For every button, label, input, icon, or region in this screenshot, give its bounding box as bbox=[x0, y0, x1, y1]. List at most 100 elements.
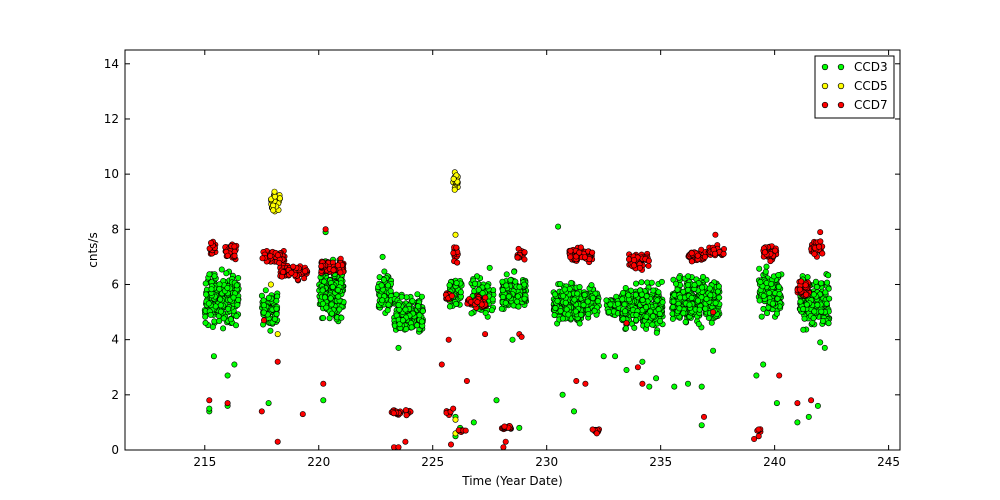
data-point-ccd7 bbox=[482, 331, 489, 338]
data-point-ccd3 bbox=[574, 290, 581, 297]
data-point-ccd3 bbox=[766, 289, 773, 296]
data-point-ccd3 bbox=[703, 296, 710, 303]
data-point-ccd3 bbox=[328, 301, 335, 308]
data-point-ccd3 bbox=[639, 297, 646, 304]
data-point-ccd3 bbox=[676, 305, 683, 312]
data-point-ccd7 bbox=[224, 252, 231, 259]
data-point-ccd3 bbox=[677, 294, 684, 301]
data-point-ccd3 bbox=[659, 299, 666, 306]
x-tick-label: 225 bbox=[421, 455, 444, 469]
data-point-ccd3 bbox=[267, 327, 274, 334]
data-point-ccd3 bbox=[230, 294, 237, 301]
data-point-ccd3 bbox=[554, 297, 561, 304]
data-point-ccd3 bbox=[811, 308, 818, 315]
data-point-ccd3 bbox=[694, 297, 701, 304]
data-point-ccd7 bbox=[454, 259, 461, 266]
data-point-ccd7 bbox=[639, 380, 646, 387]
legend-marker-ccd5 bbox=[837, 82, 845, 90]
legend-marker-ccd3 bbox=[837, 63, 845, 71]
y-tick-label: 0 bbox=[111, 443, 119, 457]
data-point-ccd3 bbox=[688, 294, 695, 301]
data-point-ccd3 bbox=[812, 278, 819, 285]
data-point-ccd5 bbox=[270, 207, 277, 214]
data-point-ccd3 bbox=[763, 310, 770, 317]
y-tick-label: 12 bbox=[104, 112, 119, 126]
data-point-ccd3 bbox=[262, 287, 269, 294]
data-point-ccd7 bbox=[567, 247, 574, 254]
data-point-ccd3 bbox=[691, 281, 698, 288]
data-point-ccd3 bbox=[502, 299, 509, 306]
data-point-ccd3 bbox=[561, 286, 568, 293]
data-point-ccd3 bbox=[271, 316, 278, 323]
data-point-ccd3 bbox=[822, 289, 829, 296]
data-point-ccd3 bbox=[632, 317, 639, 324]
data-point-ccd3 bbox=[570, 408, 577, 415]
data-point-ccd3 bbox=[218, 266, 225, 273]
data-point-ccd3 bbox=[384, 307, 391, 314]
data-point-ccd3 bbox=[319, 287, 326, 294]
legend-label-ccd7: CCD7 bbox=[854, 98, 888, 112]
data-point-ccd7 bbox=[318, 263, 325, 270]
data-point-ccd3 bbox=[760, 305, 767, 312]
data-point-ccd3 bbox=[775, 283, 782, 290]
data-point-ccd7 bbox=[258, 408, 265, 415]
data-point-ccd3 bbox=[563, 306, 570, 313]
y-tick-label: 8 bbox=[111, 222, 119, 236]
data-point-ccd3 bbox=[265, 400, 272, 407]
data-point-ccd3 bbox=[470, 419, 477, 426]
y-axis-title: cnts/s bbox=[86, 232, 100, 267]
data-point-ccd3 bbox=[797, 298, 804, 305]
data-point-ccd3 bbox=[334, 287, 341, 294]
data-point-ccd3 bbox=[580, 301, 587, 308]
data-point-ccd3 bbox=[698, 422, 705, 429]
data-point-ccd3 bbox=[505, 293, 512, 300]
data-point-ccd3 bbox=[684, 286, 691, 293]
data-point-ccd7 bbox=[450, 250, 457, 257]
data-point-ccd3 bbox=[605, 308, 612, 315]
data-point-ccd3 bbox=[707, 292, 714, 299]
data-point-ccd7 bbox=[694, 252, 701, 259]
data-point-ccd3 bbox=[468, 310, 475, 317]
data-point-ccd3 bbox=[699, 284, 706, 291]
data-point-ccd7 bbox=[802, 282, 809, 289]
data-point-ccd7 bbox=[518, 333, 525, 340]
data-point-ccd7 bbox=[276, 259, 283, 266]
data-point-ccd3 bbox=[801, 315, 808, 322]
legend: CCD3 CCD5 CCD7 bbox=[814, 55, 895, 119]
legend-marker-ccd7 bbox=[837, 101, 845, 109]
data-point-ccd3 bbox=[499, 287, 506, 294]
data-point-ccd3 bbox=[647, 308, 654, 315]
data-point-ccd7 bbox=[299, 411, 306, 418]
data-point-ccd7 bbox=[206, 397, 213, 404]
data-point-ccd7 bbox=[819, 250, 826, 257]
data-point-ccd3 bbox=[216, 317, 223, 324]
data-point-ccd3 bbox=[207, 311, 214, 318]
data-point-ccd7 bbox=[402, 407, 409, 414]
data-point-ccd3 bbox=[511, 268, 518, 275]
data-point-ccd7 bbox=[582, 380, 589, 387]
data-point-ccd7 bbox=[710, 309, 717, 316]
data-point-ccd7 bbox=[500, 444, 507, 451]
data-point-ccd3 bbox=[260, 302, 267, 309]
data-point-ccd3 bbox=[682, 318, 689, 325]
data-point-ccd3 bbox=[320, 397, 327, 404]
data-point-ccd7 bbox=[288, 269, 295, 276]
data-point-ccd3 bbox=[584, 298, 591, 305]
data-point-ccd3 bbox=[578, 311, 585, 318]
data-point-ccd3 bbox=[457, 289, 464, 296]
data-point-ccd3 bbox=[211, 318, 218, 325]
data-point-ccd7 bbox=[631, 256, 638, 263]
data-point-ccd5 bbox=[451, 186, 458, 193]
plot-frame bbox=[124, 49, 901, 451]
data-point-ccd3 bbox=[568, 279, 575, 286]
data-point-ccd3 bbox=[819, 317, 826, 324]
data-point-ccd3 bbox=[521, 295, 528, 302]
data-point-ccd3 bbox=[576, 283, 583, 290]
data-point-ccd3 bbox=[338, 314, 345, 321]
data-point-ccd3 bbox=[323, 304, 330, 311]
data-point-ccd3 bbox=[620, 315, 627, 322]
data-point-ccd3 bbox=[235, 296, 242, 303]
data-point-ccd3 bbox=[378, 282, 385, 289]
data-point-ccd7 bbox=[260, 317, 267, 324]
data-point-ccd3 bbox=[329, 283, 336, 290]
